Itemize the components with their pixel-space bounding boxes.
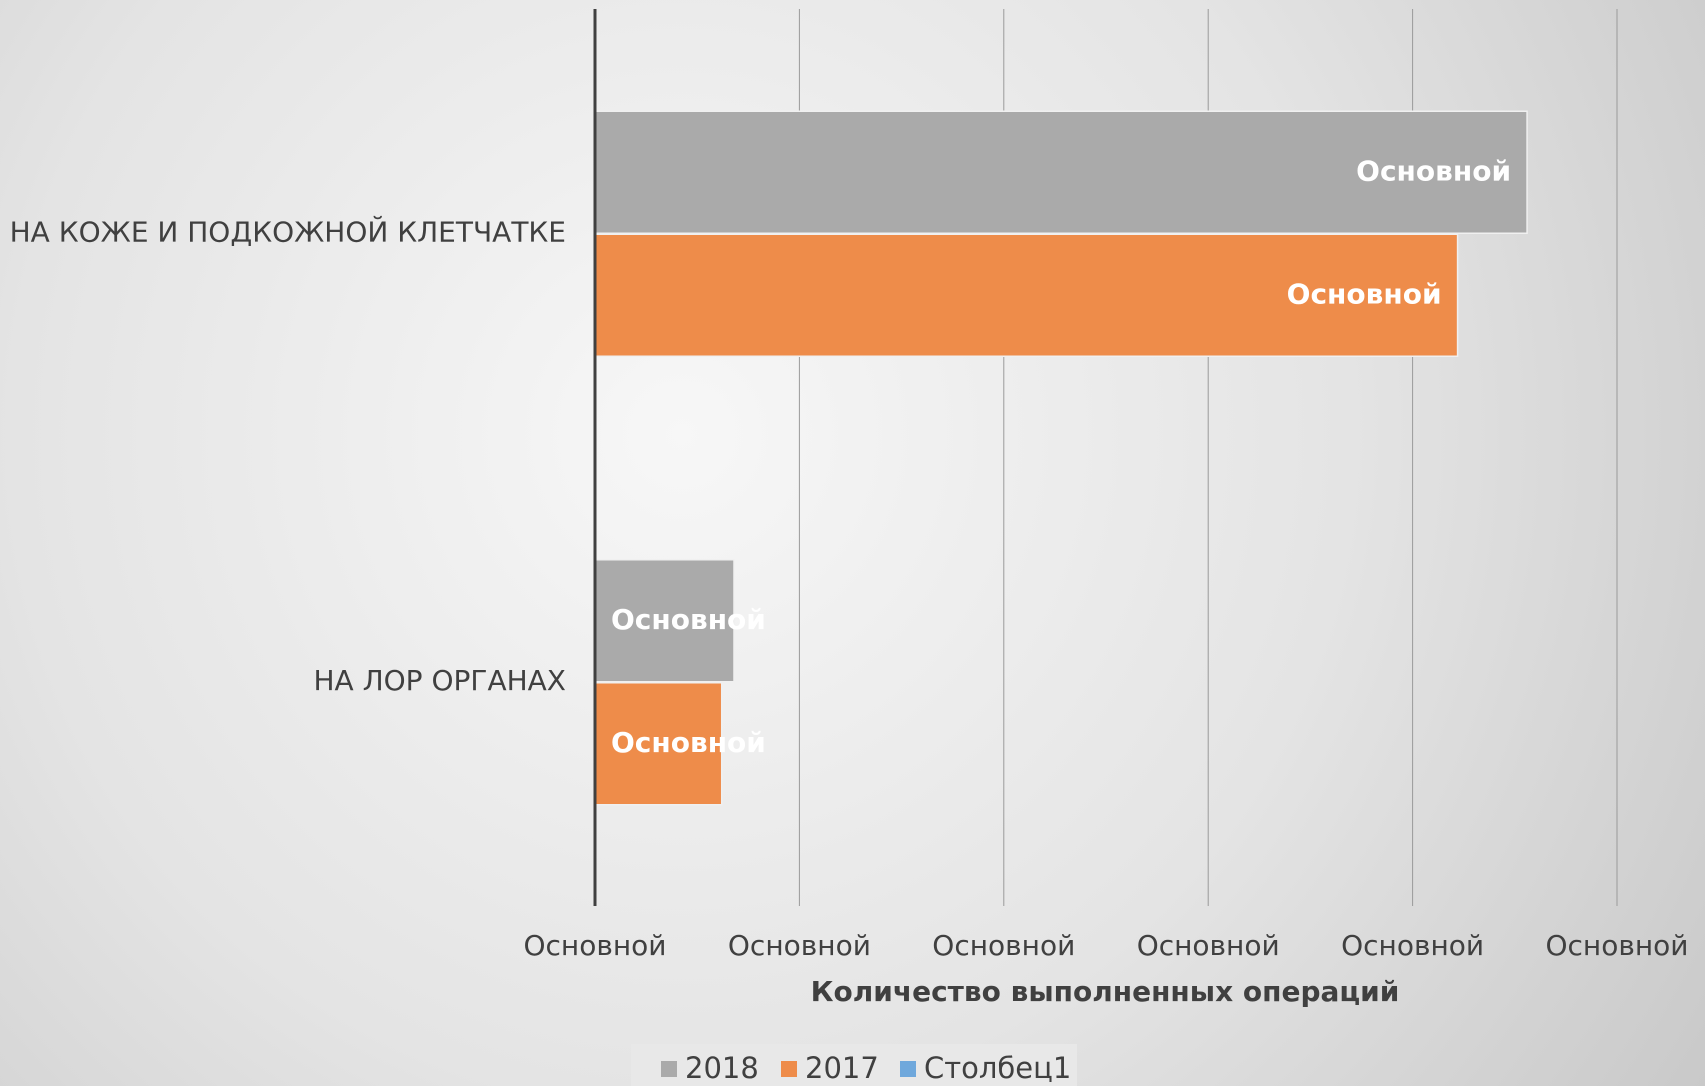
x-tick-label: Основной	[1341, 929, 1484, 962]
legend-swatch	[781, 1061, 797, 1077]
bar	[594, 559, 735, 683]
legend-label: Столбец1	[924, 1051, 1071, 1085]
legend-label: 2017	[805, 1051, 879, 1085]
x-axis-title: Количество выполненных операций	[811, 975, 1400, 1008]
x-tick-label: Основной	[523, 929, 666, 962]
data-label: Основной	[611, 603, 766, 636]
legend-swatch	[900, 1061, 916, 1077]
data-label: Основной	[611, 726, 766, 759]
x-tick-label: Основной	[1545, 929, 1688, 962]
bar	[594, 110, 1528, 234]
legend-swatch	[661, 1061, 677, 1077]
y-tick-label: НА КОЖЕ И ПОДКОЖНОЙ КЛЕТЧАТКЕ	[10, 214, 566, 248]
x-tick-label: Основной	[932, 929, 1075, 962]
legend-label: 2018	[685, 1051, 759, 1085]
legend-box	[631, 1044, 1077, 1086]
data-label: Основной	[1356, 154, 1511, 187]
bar	[594, 682, 723, 806]
bar	[594, 233, 1459, 357]
y-tick-label: НА ЛОР ОРГАНАХ	[313, 664, 566, 697]
x-tick-label: Основной	[1137, 929, 1280, 962]
data-label: Основной	[1287, 277, 1442, 310]
x-tick-label: Основной	[728, 929, 871, 962]
